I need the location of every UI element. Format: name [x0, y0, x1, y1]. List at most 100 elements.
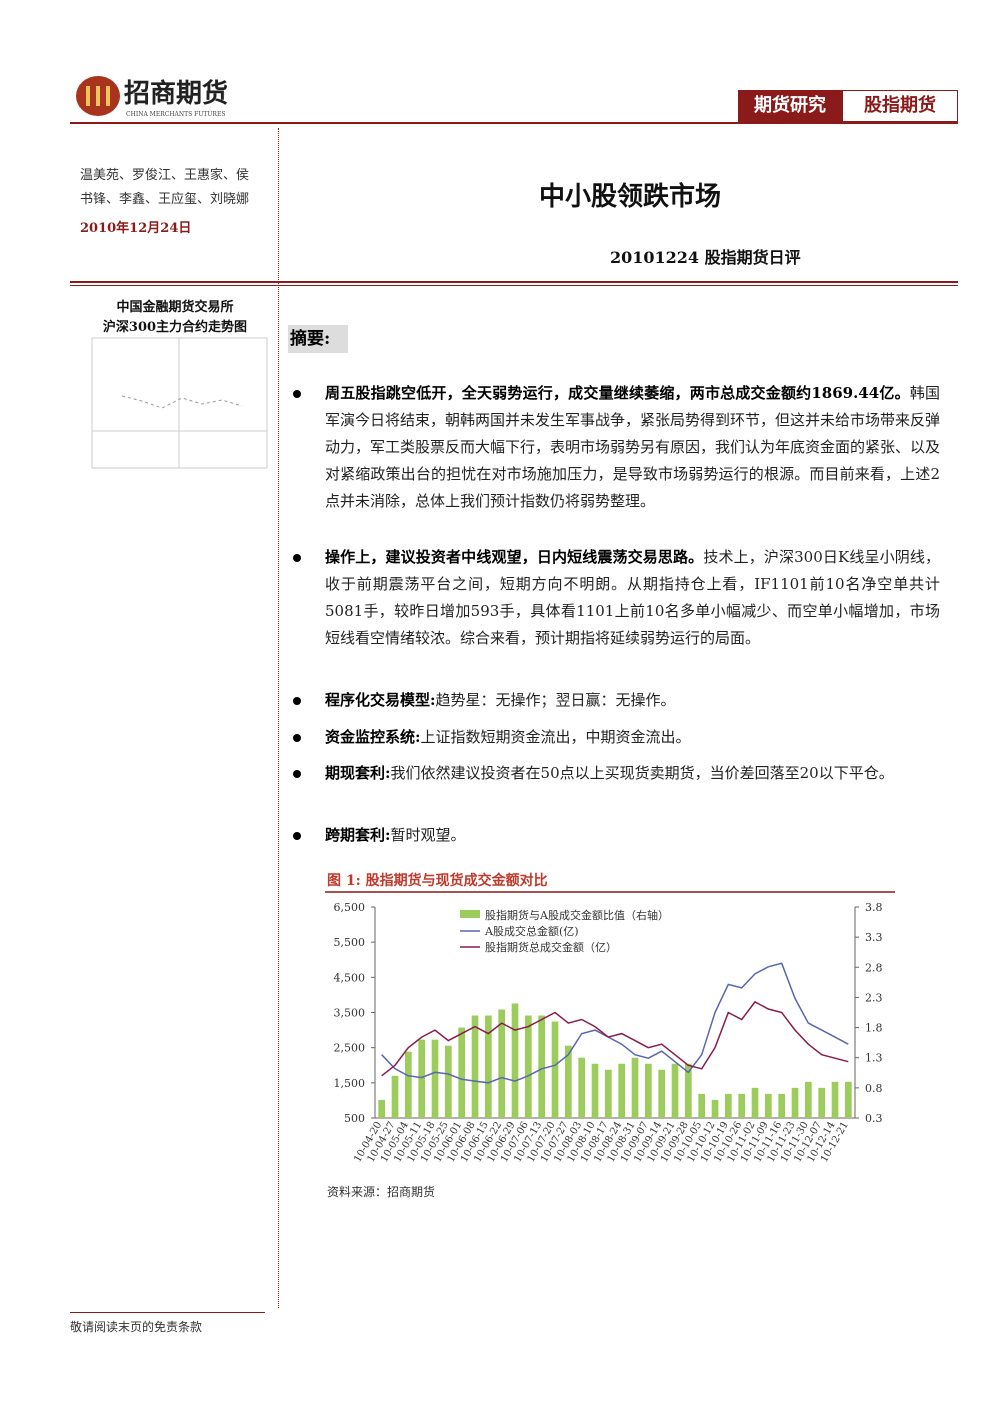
- bar: [511, 1003, 519, 1118]
- bullet-lead: 操作上，建议投资者中线观望，日内短线震荡交易思路。: [325, 548, 704, 566]
- bullet-text: 我们依然建议投资者在50点以上买现货卖期货，当价差回落至20以下平仓。: [390, 764, 894, 782]
- y2-tick-label: 3.3: [865, 931, 883, 944]
- bullet-lead: 周五股指跳空低开，全天弱势运行，成交量继续萎缩，两市总成交金额约1869.44亿…: [325, 384, 910, 402]
- divider: [278, 128, 279, 1308]
- y-tick-label: 4,500: [334, 971, 366, 984]
- y2-tick-label: 1.8: [865, 1022, 883, 1035]
- authors: 书锋、李鑫、王应玺、刘晓娜: [80, 192, 250, 207]
- bar: [778, 1093, 785, 1118]
- bar: [791, 1087, 799, 1118]
- y2-tick-label: 2.8: [865, 961, 883, 974]
- bar: [591, 1063, 599, 1118]
- rule: [70, 281, 958, 283]
- bullet: 跨期套利:暂时观望。: [325, 822, 940, 849]
- sidebar-title: 沪深300主力合约走势图: [102, 320, 248, 335]
- tag: 期货研究: [738, 90, 842, 122]
- bullet-text: 趋势星：无操作；翌日赢：无操作。: [435, 691, 676, 709]
- chart-source: 资料来源：招商期货: [327, 1184, 435, 1199]
- bar: [471, 1015, 479, 1118]
- rule: [70, 122, 958, 124]
- bar: [738, 1093, 745, 1118]
- rule: [70, 285, 958, 286]
- bar: [831, 1081, 839, 1118]
- y2-tick-label: 0.8: [865, 1082, 883, 1095]
- bar: [431, 1039, 439, 1118]
- bar: [538, 1015, 545, 1118]
- bar: [818, 1087, 825, 1118]
- subtitle: 20101224 股指期货日评: [610, 248, 801, 267]
- bullet-text: 技术上，沪深300日K线呈小阴线，收于前期震荡平台之间，短期方向不明朗。从期指持…: [325, 548, 940, 647]
- y2-tick-label: 3.8: [865, 901, 883, 914]
- rule: [70, 1312, 265, 1313]
- sidebar-title: 中国金融期货交易所: [116, 300, 234, 315]
- y-tick-label: 6,500: [334, 901, 366, 914]
- bullet: 期现套利:我们依然建议投资者在50点以上买现货卖期货，当价差回落至20以下平仓。: [325, 760, 940, 787]
- bar: [458, 1027, 465, 1118]
- bullet-lead: 跨期套利:: [325, 826, 391, 844]
- bullet-text: 韩国军演今日将结束，朝韩两国并未发生军事战争，紧张局势得到环节，但这并未给市场带…: [325, 384, 941, 510]
- bar: [631, 1057, 639, 1118]
- bullet: 周五股指跳空低开，全天弱势运行，成交量继续萎缩，两市总成交金额约1869.44亿…: [325, 380, 940, 515]
- bar: [405, 1051, 412, 1118]
- bar: [725, 1093, 732, 1118]
- bar: [711, 1099, 719, 1118]
- logo-en: CHINA MERCHANTS FUTURES: [126, 111, 225, 118]
- y-tick-label: 1,500: [334, 1077, 366, 1090]
- bullet-text: 上证指数短期资金流出，中期资金流出。: [420, 728, 691, 746]
- y2-tick-label: 0.3: [865, 1112, 883, 1125]
- date: 2010年12月24日: [80, 221, 192, 236]
- bar: [485, 1015, 492, 1118]
- logo: 招商期货 CHINA MERCHANTS FUTURES: [76, 76, 228, 118]
- bar: [658, 1069, 665, 1118]
- legend-label: 股指期货总成交金额（亿）: [485, 940, 617, 954]
- footer: 敬请阅读末页的免责条款: [70, 1320, 203, 1334]
- thumbnail: [91, 337, 268, 469]
- bar: [671, 1063, 679, 1118]
- bar: [565, 1045, 572, 1118]
- y-tick-label: 500: [344, 1112, 365, 1125]
- summary-label: 摘要:: [288, 325, 348, 353]
- bullet: 程序化交易模型:趋势星：无操作；翌日赢：无操作。: [325, 687, 940, 714]
- bullet-dot: [293, 554, 301, 562]
- bullet-text: 暂时观望。: [390, 826, 466, 844]
- bar: [645, 1063, 652, 1118]
- bar: [765, 1093, 772, 1118]
- bar: [698, 1093, 705, 1118]
- bullet-dot: [293, 832, 301, 840]
- title: 中小股领跌市场: [538, 182, 721, 212]
- bar: [498, 1009, 505, 1118]
- chart-title: 图 1: 股指期货与现货成交金额对比: [327, 872, 548, 889]
- bar: [551, 1021, 559, 1118]
- bullet-dot: [293, 697, 301, 705]
- bullet-lead: 程序化交易模型:: [325, 691, 436, 709]
- y2-tick-label: 2.3: [865, 991, 883, 1004]
- y-tick-label: 2,500: [334, 1042, 366, 1055]
- tag: 股指期货: [842, 90, 958, 122]
- bar: [618, 1063, 625, 1118]
- bullet-lead: 资金监控系统:: [325, 728, 421, 746]
- bullet-dot: [293, 390, 301, 398]
- bullet-dot: [293, 770, 301, 778]
- bullet: 资金监控系统:上证指数短期资金流出，中期资金流出。: [325, 724, 940, 751]
- line: [381, 1000, 849, 1077]
- y-tick-label: 5,500: [334, 936, 366, 949]
- bar: [751, 1087, 759, 1118]
- bar: [605, 1069, 612, 1118]
- legend-label: 股指期货与A股成交金额比值（右轴）: [485, 908, 669, 922]
- y-tick-label: 3,500: [334, 1007, 366, 1020]
- chart: 图 1: 股指期货与现货成交金额对比 500 1,500 2,500 3,500 4,50…: [325, 872, 895, 1199]
- bullet-dot: [293, 734, 301, 742]
- y2-tick-label: 1.3: [865, 1052, 883, 1065]
- bullet-lead: 期现套利:: [325, 764, 391, 782]
- bar: [378, 1099, 385, 1118]
- bar: [445, 1045, 452, 1118]
- line: [381, 962, 849, 1084]
- bullet: 操作上，建议投资者中线观望，日内短线震荡交易思路。技术上，沪深300日K线呈小阴…: [325, 544, 940, 652]
- bar: [391, 1075, 399, 1118]
- bar: [418, 1039, 425, 1118]
- authors: 温美苑、罗俊江、王惠家、侯: [80, 168, 250, 183]
- bar: [805, 1081, 812, 1118]
- legend-swatch: [460, 910, 480, 918]
- bar: [578, 1057, 585, 1118]
